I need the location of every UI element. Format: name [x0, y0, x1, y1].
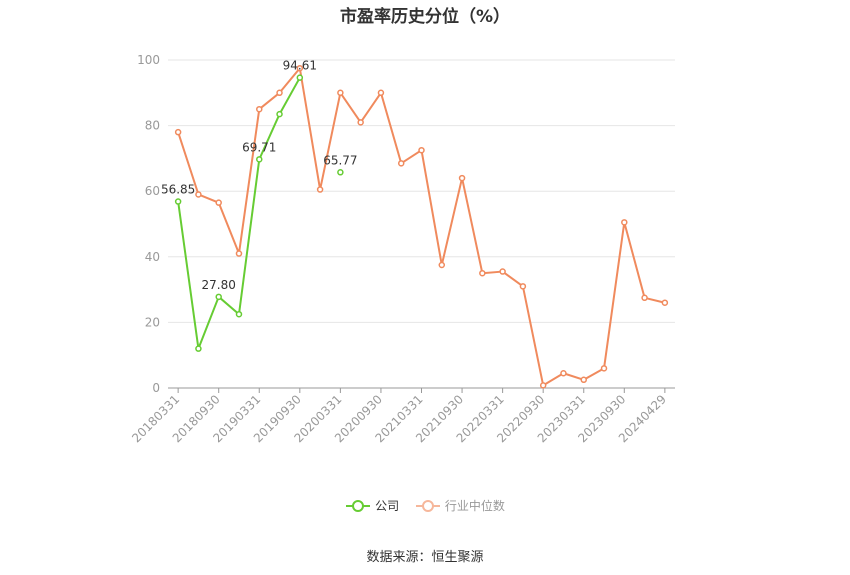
data-label-company-20190331: 69.71: [242, 140, 276, 154]
data-label-company-20200331: 65.77: [323, 153, 357, 167]
series-layer: [174, 64, 669, 389]
data-label-company-20180930: 27.80: [202, 278, 236, 292]
point-industry-median-20220630: [519, 283, 527, 290]
point-industry-median-20210331: [418, 146, 425, 154]
point-company-20190331: [256, 156, 263, 163]
point-industry-median-20220331: [499, 268, 506, 275]
y-tick-label-40: 40: [145, 250, 160, 264]
point-industry-median-20230331: [580, 376, 587, 384]
axis-layer: 0204060801002018033120180930201903312019…: [129, 53, 675, 445]
legend: 公司 行业中位数: [0, 497, 850, 516]
point-company-20181231: [235, 310, 243, 318]
data-label-company-20190930: 94.61: [283, 59, 317, 73]
point-company-20180331: [174, 198, 182, 205]
point-company-20180930: [215, 293, 222, 301]
point-industry-median-20210630: [438, 261, 446, 269]
y-tick-label-0: 0: [152, 381, 160, 395]
point-industry-median-20180930: [215, 199, 222, 206]
point-industry-median-20231231: [641, 294, 648, 302]
point-company-20190930: [296, 74, 304, 81]
point-industry-median-20201231: [397, 160, 405, 167]
legend-item-company[interactable]: 公司: [345, 497, 399, 514]
point-industry-median-20190930: [296, 64, 304, 72]
point-industry-median-20240429: [661, 299, 669, 306]
y-tick-label-20: 20: [145, 315, 160, 329]
point-company-20180630: [195, 345, 202, 352]
series-company: [174, 74, 344, 352]
point-industry-median-20200331: [337, 89, 344, 97]
legend-label-company: 公司: [375, 499, 400, 513]
data-label-company-20180331: 56.85: [161, 183, 195, 197]
point-industry-median-20180331: [174, 128, 182, 136]
data-label-layer: 56.85 27.80 69.71 94.61 65.77: [161, 59, 358, 292]
series-industry-median: [174, 64, 669, 389]
point-industry-median-20190630: [276, 89, 283, 97]
legend-label-industry-median: 行业中位数: [444, 499, 505, 513]
chart-title: 市盈率历史分位（%）: [339, 7, 511, 27]
y-tick-label-60: 60: [145, 184, 160, 198]
point-industry-median-20220930: [539, 382, 547, 389]
point-company-20190630: [276, 110, 283, 118]
series-line-company-0: [177, 77, 301, 350]
point-industry-median-20200630: [357, 119, 364, 126]
legend-marker-industry-median: [415, 499, 440, 512]
grid-layer: [168, 59, 675, 323]
point-industry-median-20230630: [600, 365, 608, 372]
point-industry-median-20211231: [479, 269, 486, 277]
point-industry-median-20230930: [621, 219, 628, 226]
legend-item-industry-median[interactable]: 行业中位数: [415, 497, 505, 514]
source-note: 数据来源：恒生聚源: [366, 550, 484, 565]
legend-marker-company: [346, 499, 371, 512]
point-company-20200331: [337, 169, 344, 176]
y-tick-label-80: 80: [145, 119, 160, 133]
point-industry-median-20190331: [256, 105, 263, 113]
point-industry-median-20180630: [195, 191, 202, 198]
point-industry-median-20181231: [235, 250, 243, 257]
point-industry-median-20200930: [377, 89, 385, 97]
point-industry-median-20191231: [316, 186, 324, 193]
point-industry-median-20221231: [560, 369, 567, 377]
point-industry-median-20210930: [458, 174, 466, 182]
y-tick-label-100: 100: [137, 53, 160, 67]
